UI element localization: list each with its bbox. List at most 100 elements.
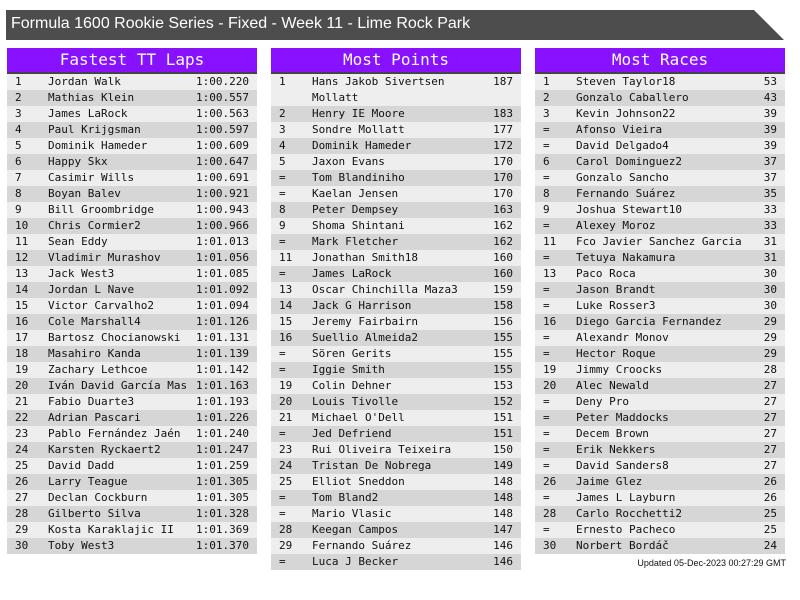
driver-name-cell: Adrian Pascari: [48, 411, 141, 424]
driver-name-cell: Kaelan Jensen: [312, 187, 399, 200]
rank-cell: 15: [279, 315, 293, 328]
value-cell: 1:00.597: [196, 123, 249, 136]
driver-name-cell: Carlo Rocchetti2: [576, 507, 682, 520]
value-cell: 30: [763, 283, 777, 296]
table-row: 2 Henry IE Moore 183: [271, 106, 521, 122]
rank-cell: =: [543, 427, 550, 440]
value-cell: 155: [493, 363, 513, 376]
rank-cell: 2: [543, 91, 550, 104]
value-cell: 1:00.563: [196, 107, 249, 120]
driver-name-cell: Hector Roque: [576, 347, 656, 360]
driver-name-cell: Elliot Sneddon: [312, 475, 405, 488]
value-cell: 26: [763, 475, 777, 488]
driver-name-cell: Fernando Suárez: [576, 187, 676, 200]
table-row: 9 Joshua Stewart10 33: [535, 202, 785, 218]
table-row: 19 Jimmy Croocks 28: [535, 362, 785, 378]
rank-cell: =: [543, 299, 550, 312]
driver-name-cell: Sean Eddy: [48, 235, 108, 248]
table-row: = Tetuya Nakamura 31: [535, 250, 785, 266]
driver-name-cell: Boyan Balev: [48, 187, 121, 200]
table-row: 6 Happy Skx 1:00.647: [7, 154, 257, 170]
value-cell: 1:00.691: [196, 171, 249, 184]
driver-name-cell: Dominik Hameder: [312, 139, 412, 152]
driver-name-cell: Larry Teague: [48, 475, 128, 488]
value-cell: 30: [763, 267, 777, 280]
driver-name-cell: Jordan L Nave: [48, 283, 135, 296]
rank-cell: 1: [279, 75, 286, 88]
driver-name-cell: Gonzalo Sancho: [576, 171, 669, 184]
table-row: = Alexandr Monov 29: [535, 330, 785, 346]
value-cell: 1:01.056: [196, 251, 249, 264]
driver-name-cell: Fco Javier Sanchez Garcia: [576, 235, 742, 248]
rank-cell: =: [279, 363, 286, 376]
rank-cell: 29: [15, 523, 29, 536]
rank-cell: =: [543, 331, 550, 344]
rank-cell: 20: [543, 379, 557, 392]
table-row: 21 Michael O'Dell 151: [271, 410, 521, 426]
driver-name-cell: Chris Cormier2: [48, 219, 141, 232]
rank-cell: 14: [279, 299, 293, 312]
driver-name-cell: Tom Bland2: [312, 491, 379, 504]
driver-name-cell: Casimir Wills: [48, 171, 135, 184]
value-cell: 1:00.220: [196, 75, 249, 88]
table-row: 3 Sondre Mollatt 177: [271, 122, 521, 138]
value-cell: 1:01.259: [196, 459, 249, 472]
driver-name-cell: Dominik Hameder: [48, 139, 148, 152]
driver-name-cell: Iván David García Mas: [48, 379, 188, 392]
rank-cell: =: [543, 443, 550, 456]
table-row: 25 Elliot Sneddon 148: [271, 474, 521, 490]
value-cell: 149: [493, 459, 513, 472]
value-cell: 1:01.305: [196, 475, 249, 488]
table-row: 4 Paul Krijgsman 1:00.597: [7, 122, 257, 138]
value-cell: 159: [493, 283, 513, 296]
table-row: 16 Cole Marshall4 1:01.126: [7, 314, 257, 330]
driver-name-cell: Bartosz Chocianowski: [48, 331, 181, 344]
driver-name-cell: Peter Maddocks: [576, 411, 669, 424]
table-row: 20 Louis Tivolle 152: [271, 394, 521, 410]
rank-cell: 3: [15, 107, 22, 120]
table-row: 6 Carol Dominguez2 37: [535, 154, 785, 170]
value-cell: 1:01.240: [196, 427, 249, 440]
table-row: = Mark Fletcher 162: [271, 234, 521, 250]
driver-name-cell: Luke Rosser3: [576, 299, 656, 312]
rank-cell: 2: [279, 107, 286, 120]
driver-name-cell: Alexey Moroz: [576, 219, 656, 232]
driver-name-cell: Gonzalo Caballero: [576, 91, 689, 104]
table-row: 10 Chris Cormier2 1:00.966: [7, 218, 257, 234]
driver-name-cell: Mario Vlasic: [312, 507, 392, 520]
driver-name-cell: Alec Newald: [576, 379, 649, 392]
table-row: 1 Steven Taylor18 53: [535, 74, 785, 90]
rank-cell: =: [279, 171, 286, 184]
driver-name-cell: Michael O'Dell: [312, 411, 405, 424]
driver-name-cell: Rui Oliveira Teixeira: [312, 443, 452, 456]
driver-name-cell: Vladimir Murashov: [48, 251, 161, 264]
rank-cell: 27: [15, 491, 29, 504]
value-cell: 33: [763, 219, 777, 232]
table-body: 1 Steven Taylor18 53 2 Gonzalo Caballero 43 3 K…: [535, 74, 785, 554]
value-cell: 1:01.163: [196, 379, 249, 392]
table-row: 14 Jordan L Nave 1:01.092: [7, 282, 257, 298]
table-row: 7 Casimir Wills 1:00.691: [7, 170, 257, 186]
table-row: 26 Larry Teague 1:01.305: [7, 474, 257, 490]
rank-cell: 30: [543, 539, 557, 552]
driver-name-cell: Jaime Glez: [576, 475, 643, 488]
driver-name-cell: Jack West3: [48, 267, 115, 280]
driver-name-cell: Jed Defriend: [312, 427, 392, 440]
value-cell: 170: [493, 187, 513, 200]
value-cell: 155: [493, 331, 513, 344]
table-row: 24 Tristan De Nobrega 149: [271, 458, 521, 474]
driver-name-cell: Jimmy Croocks: [576, 363, 663, 376]
rank-cell: 26: [543, 475, 557, 488]
rank-cell: 19: [15, 363, 29, 376]
driver-name-cell: Diego Garcia Fernandez: [576, 315, 722, 328]
table-row: 17 Bartosz Chocianowski 1:01.131: [7, 330, 257, 346]
value-cell: 151: [493, 427, 513, 440]
value-cell: 31: [763, 235, 777, 248]
value-cell: 1:01.094: [196, 299, 249, 312]
rank-cell: 3: [543, 107, 550, 120]
driver-name-cell: Erik Nekkers: [576, 443, 656, 456]
value-cell: 26: [763, 491, 777, 504]
table-row: 24 Karsten Ryckaert2 1:01.247: [7, 442, 257, 458]
rank-cell: 16: [279, 331, 293, 344]
value-cell: 27: [763, 395, 777, 408]
